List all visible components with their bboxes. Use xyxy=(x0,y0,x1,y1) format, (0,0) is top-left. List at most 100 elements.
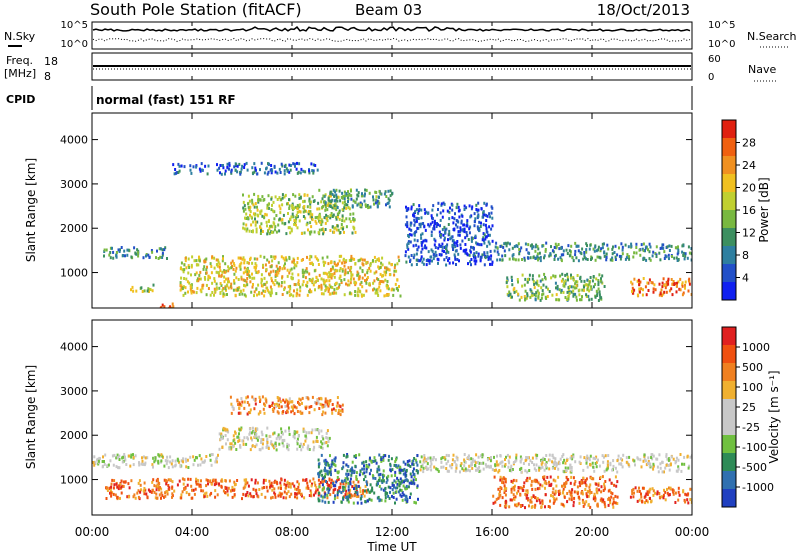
heatmap-cell xyxy=(541,278,544,282)
heatmap-cell xyxy=(451,208,454,212)
heatmap-cell xyxy=(283,286,286,290)
colorbar-tick-label: 8 xyxy=(742,249,749,262)
heatmap-cell xyxy=(273,257,276,260)
heatmap-cell xyxy=(373,491,376,495)
heatmap-cell xyxy=(189,477,192,481)
heatmap-cell xyxy=(321,220,324,224)
heatmap-cell xyxy=(509,292,512,296)
heatmap-cell xyxy=(244,270,247,274)
heatmap-cell xyxy=(367,465,370,469)
heatmap-cell xyxy=(552,497,555,500)
heatmap-cell xyxy=(631,492,634,495)
heatmap-cell xyxy=(549,484,552,487)
heatmap-cell xyxy=(625,256,628,260)
heatmap-cell xyxy=(236,398,239,402)
heatmap-cell xyxy=(365,261,368,265)
heatmap-cell xyxy=(582,476,585,480)
heatmap-cell xyxy=(508,257,511,261)
heatmap-cell xyxy=(244,284,247,288)
heatmap-cell xyxy=(554,460,556,464)
heatmap-cell xyxy=(116,485,119,489)
heatmap-cell xyxy=(182,270,185,274)
heatmap-cell xyxy=(280,431,283,435)
heatmap-cell xyxy=(342,227,344,231)
heatmap-cell xyxy=(333,194,335,198)
heatmap-cell xyxy=(337,262,339,266)
heatmap-cell xyxy=(666,245,669,249)
heatmap-cell xyxy=(652,467,655,471)
heatmap-cell xyxy=(152,283,155,287)
heatmap-cell xyxy=(560,290,563,294)
heatmap-cell xyxy=(272,432,275,436)
heatmap-cell xyxy=(288,397,291,401)
heatmap-cell xyxy=(444,231,447,235)
x-tick-label: 20:00 xyxy=(575,525,610,539)
heatmap-cell xyxy=(658,495,661,499)
heatmap-cell xyxy=(246,227,249,231)
heatmap-cell xyxy=(384,496,387,500)
heatmap-cell xyxy=(180,261,183,265)
heatmap-cell xyxy=(649,258,652,262)
date-label: 18/Oct/2013 xyxy=(597,1,690,19)
heatmap-cell xyxy=(277,223,280,227)
heatmap-cell xyxy=(477,208,480,212)
heatmap-cell xyxy=(243,266,246,270)
heatmap-cell xyxy=(406,245,409,249)
heatmap-cell xyxy=(308,290,311,294)
heatmap-cell xyxy=(528,251,531,255)
heatmap-cell xyxy=(251,395,254,399)
heatmap-cell xyxy=(378,285,381,289)
heatmap-cell xyxy=(330,478,333,482)
heatmap-cell xyxy=(254,168,257,172)
heatmap-cell xyxy=(368,205,370,209)
heatmap-cell xyxy=(190,171,193,175)
heatmap-cell xyxy=(274,225,277,229)
heatmap-cell xyxy=(295,213,298,217)
heatmap-cell xyxy=(135,289,138,293)
heatmap-cell xyxy=(534,298,537,302)
heatmap-cell xyxy=(213,293,215,297)
heatmap-cell xyxy=(496,250,499,254)
heatmap-cell xyxy=(528,273,531,277)
heatmap-cell xyxy=(525,296,528,300)
heatmap-cell xyxy=(484,223,487,227)
heatmap-cell xyxy=(491,239,494,243)
heatmap-cell xyxy=(478,469,481,473)
heatmap-cell xyxy=(126,253,129,257)
heatmap-cell xyxy=(255,434,258,438)
heatmap-cell xyxy=(330,276,333,280)
heatmap-cell xyxy=(422,470,425,474)
heatmap-cell xyxy=(580,480,583,484)
heatmap-cell xyxy=(612,459,615,463)
heatmap-cell xyxy=(249,258,251,261)
heatmap-cell xyxy=(326,286,329,290)
heatmap-cell xyxy=(331,192,334,196)
heatmap-cell xyxy=(650,281,653,284)
heatmap-cell xyxy=(538,468,541,472)
heatmap-cell xyxy=(264,404,267,407)
heatmap-cell xyxy=(118,466,121,470)
heatmap-cell xyxy=(122,254,125,257)
heatmap-cell xyxy=(421,240,424,244)
heatmap-cell xyxy=(146,289,149,293)
heatmap-cell xyxy=(446,469,449,473)
heatmap-cell xyxy=(318,228,321,232)
heatmap-cell xyxy=(501,477,504,481)
heatmap-cell xyxy=(532,245,535,249)
heatmap-cell xyxy=(239,402,241,406)
heatmap-cell xyxy=(514,495,517,499)
heatmap-cell xyxy=(526,491,529,495)
heatmap-cell xyxy=(578,497,581,501)
heatmap-cell xyxy=(361,270,364,274)
heatmap-cell xyxy=(224,262,227,266)
heatmap-cell xyxy=(224,427,227,431)
heatmap-cell xyxy=(572,292,575,296)
heatmap-cell xyxy=(359,469,362,473)
heatmap-cell xyxy=(433,224,436,228)
heatmap-cell xyxy=(126,495,129,499)
heatmap-cell xyxy=(274,170,277,174)
heatmap-cell xyxy=(346,203,349,207)
heatmap-cell xyxy=(404,487,407,491)
heatmap-cell xyxy=(307,210,310,213)
heatmap-cell xyxy=(409,472,412,476)
